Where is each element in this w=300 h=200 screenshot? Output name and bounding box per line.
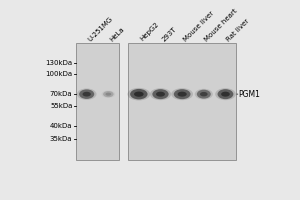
Ellipse shape xyxy=(128,88,150,100)
Ellipse shape xyxy=(156,92,165,97)
Ellipse shape xyxy=(178,92,187,97)
Ellipse shape xyxy=(218,89,233,99)
Text: HeLa: HeLa xyxy=(108,26,125,42)
Bar xyxy=(128,43,236,160)
Text: 70kDa: 70kDa xyxy=(50,91,72,97)
Ellipse shape xyxy=(200,92,208,96)
Ellipse shape xyxy=(174,89,190,99)
Text: HepG2: HepG2 xyxy=(139,22,160,42)
Bar xyxy=(76,43,119,160)
Text: 35kDa: 35kDa xyxy=(50,136,72,142)
Text: 55kDa: 55kDa xyxy=(50,103,72,109)
Ellipse shape xyxy=(130,89,148,99)
Ellipse shape xyxy=(152,89,169,99)
Text: PGM1: PGM1 xyxy=(238,90,260,99)
Ellipse shape xyxy=(150,88,171,100)
Ellipse shape xyxy=(103,91,114,97)
Text: 40kDa: 40kDa xyxy=(50,123,72,129)
Text: 100kDa: 100kDa xyxy=(45,71,72,77)
Text: 293T: 293T xyxy=(160,26,177,42)
Ellipse shape xyxy=(82,92,91,97)
Ellipse shape xyxy=(101,90,115,98)
Ellipse shape xyxy=(106,93,111,96)
Ellipse shape xyxy=(215,88,236,100)
Text: Mouse heart: Mouse heart xyxy=(204,7,239,42)
Ellipse shape xyxy=(134,92,144,97)
Ellipse shape xyxy=(77,88,97,100)
Text: Mouse liver: Mouse liver xyxy=(182,10,215,42)
Ellipse shape xyxy=(195,89,213,100)
Ellipse shape xyxy=(79,89,94,99)
Text: 130kDa: 130kDa xyxy=(45,60,72,66)
Ellipse shape xyxy=(221,92,230,97)
Ellipse shape xyxy=(171,88,193,100)
Text: U-251MG: U-251MG xyxy=(87,15,114,42)
Ellipse shape xyxy=(197,90,211,99)
Text: Rat liver: Rat liver xyxy=(226,18,250,42)
